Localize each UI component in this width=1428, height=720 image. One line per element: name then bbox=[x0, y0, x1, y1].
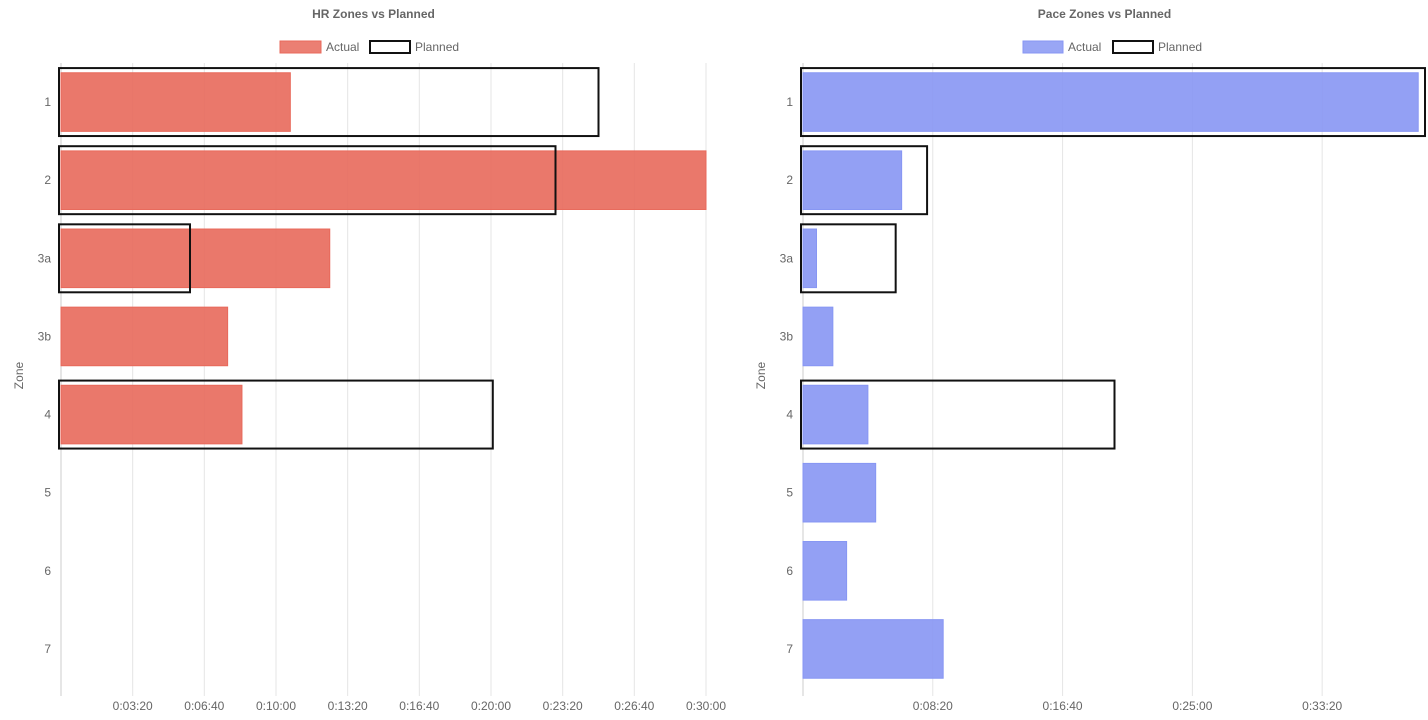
y-tick-label: 7 bbox=[786, 642, 793, 656]
y-tick-label: 3a bbox=[780, 251, 794, 265]
bar-actual-zone-2 bbox=[60, 150, 707, 210]
y-tick-label: 3a bbox=[38, 251, 52, 265]
y-tick-label: 1 bbox=[786, 95, 793, 109]
x-tick-label: 0:25:00 bbox=[1172, 699, 1212, 713]
bar-planned-zone-3a bbox=[58, 223, 191, 294]
legend-swatch-actual bbox=[1022, 40, 1064, 54]
x-tick-label: 0:13:20 bbox=[328, 699, 368, 713]
y-tick-label: 3b bbox=[38, 329, 52, 343]
x-tick-label: 0:30:00 bbox=[686, 699, 726, 713]
bar-planned-zone-2 bbox=[800, 145, 929, 216]
x-tick-label: 0:08:20 bbox=[913, 699, 953, 713]
bar-planned-zone-3a bbox=[800, 223, 897, 294]
x-tick-label: 0:23:20 bbox=[543, 699, 583, 713]
x-tick-label: 0:16:40 bbox=[1043, 699, 1083, 713]
bar-planned-zone-1 bbox=[800, 67, 1426, 138]
y-tick-label: 6 bbox=[786, 564, 793, 578]
bar-planned-zone-2 bbox=[58, 145, 557, 216]
legend-swatch-planned bbox=[1112, 40, 1154, 54]
y-tick-label: 5 bbox=[44, 486, 51, 500]
hr-zones-chart: HR Zones vs Planned Actual Planned 0:03:20 0… bbox=[12, 7, 726, 713]
y-tick-label: 4 bbox=[786, 408, 793, 422]
bar-actual-zone-4 bbox=[802, 384, 869, 445]
x-tick-label: 0:20:00 bbox=[471, 699, 511, 713]
y-tick-label: 3b bbox=[780, 329, 794, 343]
x-tick-label: 0:06:40 bbox=[184, 699, 224, 713]
bar-actual-zone-5 bbox=[802, 462, 877, 523]
legend-label-actual: Actual bbox=[1068, 40, 1101, 54]
y-tick-label: 2 bbox=[786, 173, 793, 187]
legend-label-planned: Planned bbox=[415, 40, 459, 54]
bar-planned-zone-1 bbox=[58, 67, 600, 138]
bar-actual-zone-6 bbox=[802, 541, 848, 601]
bar-actual-zone-3a bbox=[60, 228, 331, 289]
legend-label-planned: Planned bbox=[1158, 40, 1202, 54]
bar-actual-zone-1 bbox=[60, 72, 291, 132]
pace-zones-chart-svg: Pace Zones vs Planned Actual Planned 0:08:2… bbox=[754, 7, 1426, 713]
y-tick-label: 1 bbox=[44, 95, 51, 109]
x-tick-label: 0:03:20 bbox=[113, 699, 153, 713]
bar-planned-zone-4 bbox=[800, 379, 1116, 450]
bar-actual-zone-7 bbox=[802, 619, 944, 679]
x-tick-label: 0:33:20 bbox=[1302, 699, 1342, 713]
x-tick-label: 0:26:40 bbox=[614, 699, 654, 713]
x-tick-label: 0:16:40 bbox=[399, 699, 439, 713]
y-tick-label: 4 bbox=[44, 408, 51, 422]
x-tick-label: 0:10:00 bbox=[256, 699, 296, 713]
y-tick-label: 2 bbox=[44, 173, 51, 187]
y-tick-label: 6 bbox=[44, 564, 51, 578]
y-axis-title: Zone bbox=[12, 362, 26, 390]
y-tick-label: 5 bbox=[786, 486, 793, 500]
pace-zones-chart: Pace Zones vs Planned Actual Planned 0:08:2… bbox=[743, 0, 1428, 720]
bar-actual-zone-2 bbox=[802, 150, 903, 210]
y-tick-label: 7 bbox=[44, 642, 51, 656]
legend-swatch-planned bbox=[369, 40, 411, 54]
bar-actual-zone-4 bbox=[60, 384, 243, 445]
legend-swatch-actual bbox=[279, 40, 322, 54]
y-axis-title: Zone bbox=[754, 362, 768, 390]
bar-actual-zone-3b bbox=[60, 306, 229, 367]
hr-zones-chart-svg: HR Zones vs Planned Actual Planned 0:03:20 0… bbox=[12, 7, 726, 713]
bar-actual-zone-3a bbox=[802, 228, 817, 289]
bar-actual-zone-3b bbox=[802, 306, 834, 367]
chart-title: HR Zones vs Planned bbox=[312, 7, 435, 21]
bar-planned-zone-4 bbox=[58, 379, 494, 450]
chart-title: Pace Zones vs Planned bbox=[1038, 7, 1171, 21]
legend-label-actual: Actual bbox=[326, 40, 359, 54]
bar-actual-zone-1 bbox=[802, 72, 1419, 132]
